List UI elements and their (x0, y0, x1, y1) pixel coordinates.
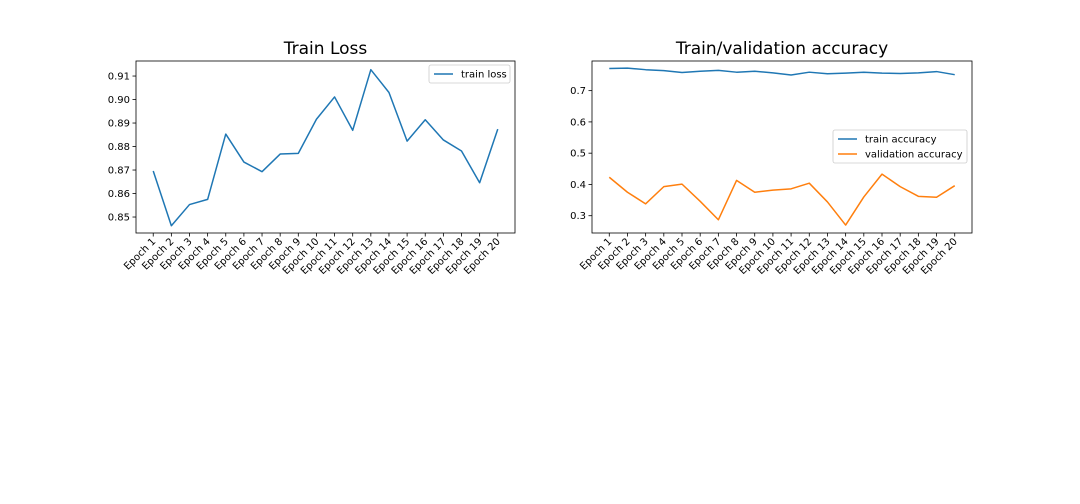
y-tick-label: 0.85 (108, 213, 130, 224)
series-line-2 (608, 173, 956, 226)
series-line-1 (152, 68, 499, 227)
chart-title: Train Loss (283, 39, 368, 59)
axes-frame (591, 60, 973, 234)
y-tick-label: 0.4 (570, 180, 586, 191)
y-tick-label: 0.3 (570, 211, 586, 222)
legend-label: validation accuracy (865, 150, 963, 161)
y-tick-label: 0.89 (108, 119, 130, 130)
accuracy-panel: Train/validation accuracy 0.3 0.4 0.5 0.6 0.… (570, 39, 973, 277)
legend-label: train loss (461, 70, 507, 81)
y-tick-label: 0.87 (108, 166, 130, 177)
y-tick-label: 0.7 (570, 86, 586, 97)
legend-label: train accuracy (865, 135, 937, 146)
legend-box (428, 64, 511, 84)
train-loss-panel: Train Loss 0.850.860.870.880.890.900.91E… (108, 39, 516, 277)
y-tick-label: 0.90 (108, 95, 130, 106)
y-tick-label: 0.88 (108, 142, 130, 153)
series-line-1 (609, 67, 955, 76)
axes-frame (135, 60, 516, 234)
legend-box (832, 129, 968, 164)
chart-title: Train/validation accuracy (675, 39, 888, 59)
y-tick-label: 0.6 (570, 117, 586, 128)
y-tick-label: 0.91 (108, 72, 130, 83)
y-tick-label: 0.5 (570, 149, 586, 160)
y-tick-label: 0.86 (108, 189, 130, 200)
